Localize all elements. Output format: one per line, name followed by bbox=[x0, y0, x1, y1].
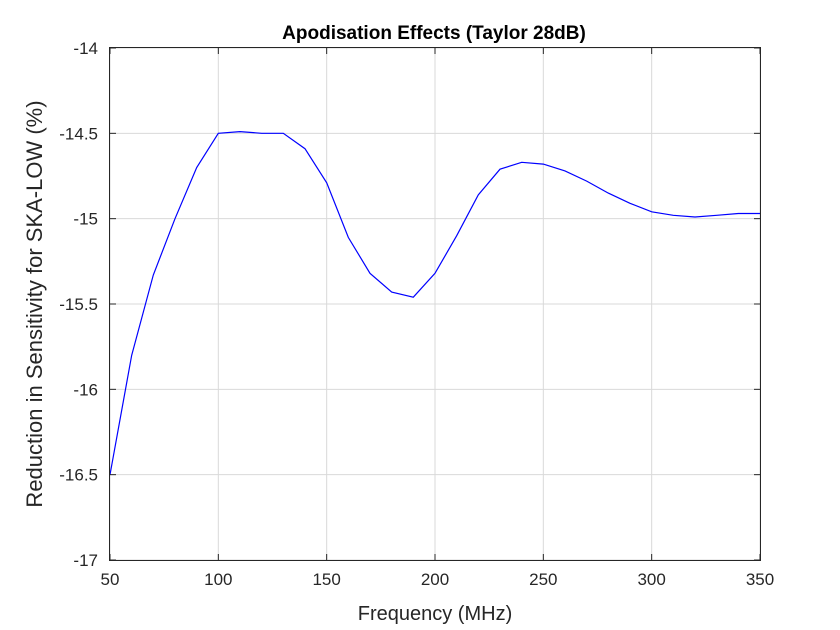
x-tick-label: 50 bbox=[101, 570, 120, 589]
x-tick-label: 250 bbox=[529, 570, 557, 589]
series-layer bbox=[109, 130, 760, 475]
series-line bbox=[109, 130, 760, 475]
x-tick-label: 300 bbox=[637, 570, 665, 589]
y-tick-label: -15.5 bbox=[59, 295, 98, 314]
y-tick-label: -16 bbox=[73, 380, 98, 399]
x-tick-label: 350 bbox=[746, 570, 774, 589]
chart-title: Apodisation Effects (Taylor 28dB) bbox=[282, 23, 586, 44]
y-tick-label: -17 bbox=[73, 551, 98, 570]
x-tick-label: 150 bbox=[312, 570, 340, 589]
x-tick-label: 200 bbox=[421, 570, 449, 589]
tick-labels: 50 100 150 200 250 300 350 -17 -16.5 -16 -15.5 -15 -… bbox=[59, 39, 774, 589]
grid bbox=[109, 47, 761, 561]
x-axis-label: Frequency (MHz) bbox=[358, 603, 512, 625]
x-tick-label: 100 bbox=[204, 570, 232, 589]
y-tick-label: -15 bbox=[73, 210, 98, 229]
plot-frame bbox=[109, 47, 761, 561]
y-axis-label: Reduction in Sensitivity for SKA-LOW (%) bbox=[22, 100, 47, 507]
y-tick-label: -16.5 bbox=[59, 466, 98, 485]
y-tick-label: -14 bbox=[73, 39, 98, 58]
y-tick-label: -14.5 bbox=[59, 124, 98, 143]
